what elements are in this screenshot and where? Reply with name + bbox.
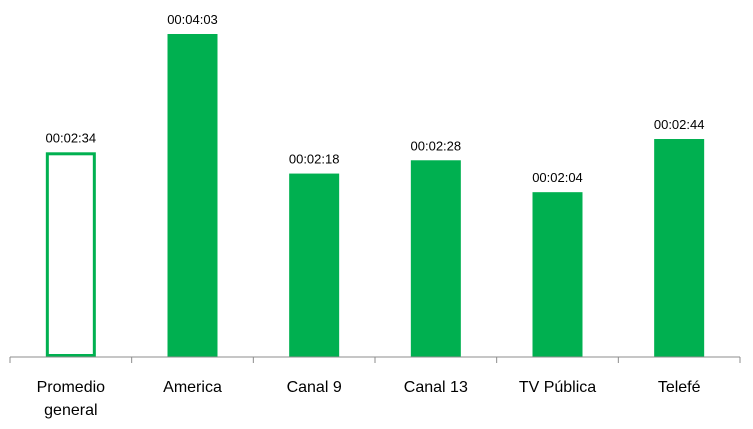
category-label-4: TV Pública — [519, 379, 596, 396]
x-axis — [9, 356, 741, 363]
data-label-5: 00:02:44 — [654, 117, 705, 132]
bar-0 — [45, 152, 96, 357]
category-label-1: America — [163, 379, 222, 396]
category-labels-layer: Promedio general America Canal 9 Canal 13 TV … — [37, 379, 701, 419]
category-label-3: Canal 13 — [404, 379, 468, 396]
category-label-5: Telefé — [658, 379, 701, 396]
data-labels-layer: 00:02:34 00:04:03 00:02:18 00:02:28 00:02:04… — [46, 12, 705, 185]
bar-1 — [167, 34, 218, 357]
data-label-2: 00:02:18 — [289, 152, 340, 167]
bar-5 — [654, 139, 705, 357]
category-label-0: Promedio general — [37, 379, 106, 419]
bar-2 — [289, 173, 340, 357]
category-label-2: Canal 9 — [287, 379, 342, 396]
data-label-3: 00:02:28 — [411, 138, 462, 153]
data-label-0: 00:02:34 — [46, 130, 97, 145]
data-label-1: 00:04:03 — [167, 12, 218, 27]
bar-4 — [532, 192, 583, 357]
data-label-4: 00:02:04 — [532, 170, 583, 185]
bars-layer — [45, 34, 705, 357]
bar-3 — [410, 160, 461, 357]
